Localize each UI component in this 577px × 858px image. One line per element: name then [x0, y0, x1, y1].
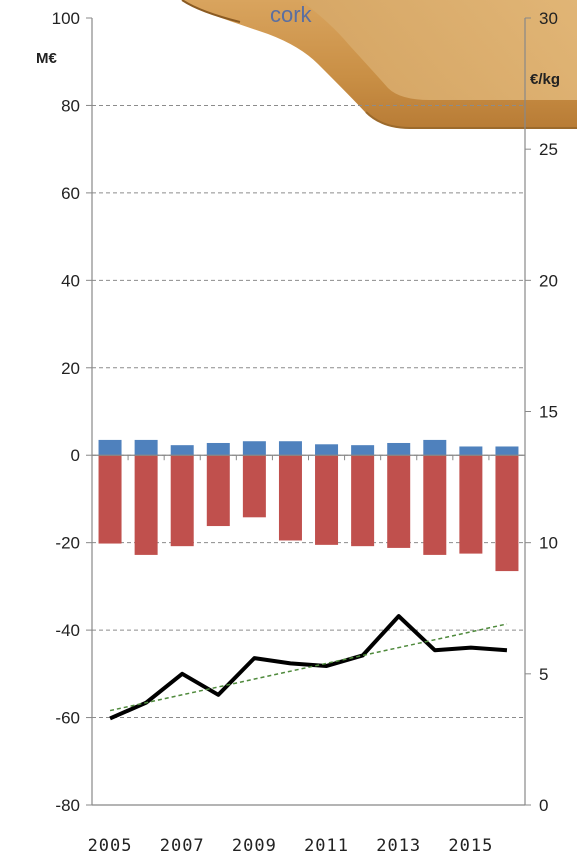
x-tick-label-2007: 2007 [160, 836, 205, 856]
bar-series2-2008 [206, 455, 230, 527]
bars [98, 439, 519, 572]
x-tick-label-2011: 2011 [304, 836, 349, 856]
bar-series2-2015 [459, 455, 483, 554]
tick-labels: -80 -60 -40 -20 0 20 40 60 80 100 0 5 10 15 20 25 30 2005… [52, 9, 558, 856]
bar-series1-2011 [315, 444, 339, 456]
left-tick-label--80: -80 [55, 796, 80, 815]
bar-series1-2014 [423, 439, 447, 456]
bar-series2-2006 [134, 455, 158, 555]
left-tick-label-0: 0 [71, 446, 80, 465]
left-tick-label--60: -60 [55, 709, 80, 728]
left-tick-label-40: 40 [61, 271, 80, 290]
right-tick-label-5: 5 [539, 665, 548, 684]
bar-series1-2015 [459, 446, 483, 456]
x-tick-label-2009: 2009 [232, 836, 277, 856]
bar-series2-2010 [278, 455, 302, 541]
bar-series2-2005 [98, 455, 122, 544]
bar-series1-2007 [170, 445, 194, 456]
left-tick-label-20: 20 [61, 359, 80, 378]
bar-series2-2011 [315, 455, 339, 545]
photo-label: cork [270, 2, 313, 27]
bar-series1-2013 [387, 442, 411, 456]
x-tick-label-2005: 2005 [88, 836, 133, 856]
bar-series2-2007 [170, 455, 194, 547]
bar-series1-2010 [278, 441, 302, 456]
axes [86, 17, 531, 806]
left-tick-label--20: -20 [55, 534, 80, 553]
gridlines [92, 104, 525, 719]
left-unit-label: M€ [36, 50, 57, 67]
x-tick-label-2013: 2013 [376, 836, 421, 856]
price-line [109, 614, 508, 721]
trend-line [109, 623, 508, 712]
right-tick-label-0: 0 [539, 796, 548, 815]
right-tick-label-10: 10 [539, 534, 558, 553]
x-tick-label-2015: 2015 [448, 836, 493, 856]
bar-series2-2013 [387, 455, 411, 548]
bar-series1-2009 [242, 441, 266, 456]
left-tick-label-80: 80 [61, 96, 80, 115]
left-tick-label--40: -40 [55, 621, 80, 640]
left-tick-label-100: 100 [52, 9, 80, 28]
bar-series2-2014 [423, 455, 447, 555]
bar-series1-2008 [206, 442, 230, 456]
bar-series2-2016 [495, 455, 519, 572]
left-tick-label-60: 60 [61, 184, 80, 203]
lines [109, 614, 508, 721]
right-tick-label-20: 20 [539, 271, 558, 290]
bar-series1-2006 [134, 439, 158, 456]
right-tick-label-30: 30 [539, 9, 558, 28]
bar-series2-2012 [351, 455, 375, 547]
bar-series2-2009 [242, 455, 266, 518]
bar-series1-2005 [98, 439, 122, 456]
cork-photo: cork [181, 0, 577, 129]
right-tick-label-15: 15 [539, 403, 558, 422]
bar-series1-2012 [351, 445, 375, 456]
right-tick-label-25: 25 [539, 140, 558, 159]
right-unit-label: €/kg [530, 71, 560, 88]
bar-series1-2016 [495, 446, 519, 456]
